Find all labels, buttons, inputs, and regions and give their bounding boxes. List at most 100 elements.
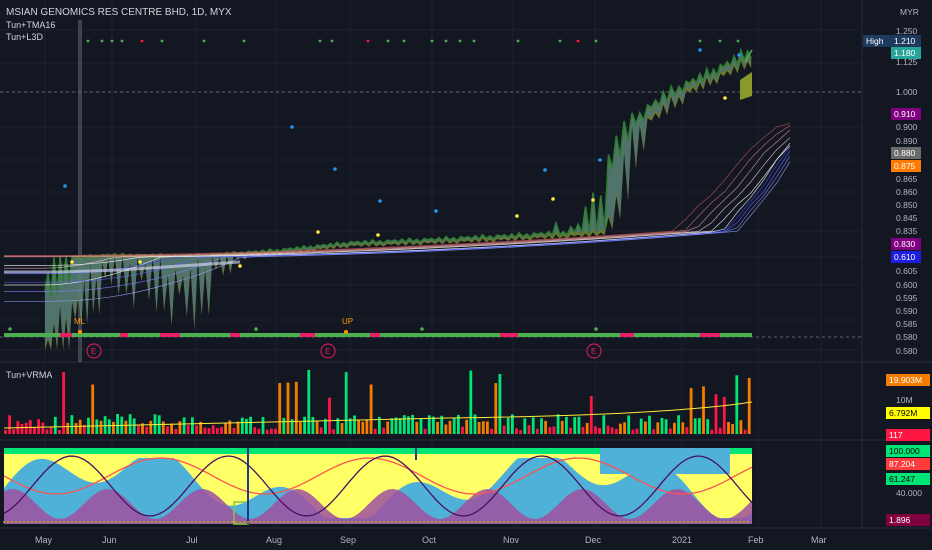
trend-state-segment: [60, 333, 72, 337]
oscillator-dot: [43, 521, 45, 523]
signal-dot-top: [516, 39, 520, 43]
oscillator-dot: [379, 521, 381, 523]
volume-bar: [440, 415, 444, 434]
volume-bar: [66, 422, 70, 434]
volume-bar: [639, 418, 643, 434]
volume-pane[interactable]: [3, 370, 753, 434]
oscillator-badge-value: 1.896: [889, 515, 911, 525]
oscillator-dot: [639, 521, 641, 523]
trend-state-segment: [120, 333, 128, 337]
oscillator-axis[interactable]: 40.000 100.000 87.204 61.247 1.896: [886, 445, 930, 526]
oscillator-dot: [411, 521, 413, 523]
oscillator-dot: [567, 521, 569, 523]
volume-bar: [253, 427, 257, 434]
oscillator-dot: [103, 521, 105, 523]
oscillator-dot: [675, 521, 677, 523]
oscillator-dot: [263, 521, 265, 523]
volume-bar: [112, 421, 115, 434]
volume-badge-bg: [886, 374, 930, 386]
oscillator-dot: [395, 521, 397, 523]
volume-bar: [37, 419, 40, 434]
oscillator-purple-line: [3, 455, 753, 517]
oscillator-dot: [683, 521, 685, 523]
price-tick-label: 0.595: [896, 293, 918, 303]
volume-bar: [714, 394, 718, 434]
price-fill-area: [45, 52, 752, 347]
volume-bar: [398, 418, 402, 434]
oscillator-dot: [679, 521, 681, 523]
time-tick-label: 2021: [672, 535, 692, 545]
time-tick-label: Sep: [340, 535, 356, 545]
price-badge-bg: [891, 160, 921, 172]
oscillator-badge-bg: [886, 445, 930, 457]
oscillator-dot: [703, 521, 705, 523]
volume-bar: [648, 415, 651, 434]
ma-ribbon-line: [4, 125, 791, 257]
oscillator-dot: [199, 521, 201, 523]
oscillator-dot: [527, 521, 529, 523]
time-axis[interactable]: May Jun Jul Aug Sep Oct Nov Dec 2021 Feb Mar: [35, 535, 827, 545]
signal-dot-top: [594, 39, 598, 43]
oscillator-dot: [643, 521, 645, 523]
oscillator-dot: [11, 521, 13, 523]
volume-bar: [660, 418, 664, 434]
volume-bar: [282, 417, 286, 434]
oscillator-badge-bg: [886, 514, 930, 526]
volume-bar: [556, 414, 560, 434]
oscillator-dot: [435, 521, 437, 523]
volume-bar: [141, 423, 144, 434]
volume-bar: [4, 430, 7, 434]
oscillator-dot: [603, 521, 605, 523]
trend-state-segment: [160, 333, 180, 337]
price-badge-bg: [891, 35, 921, 47]
volume-bar: [186, 425, 190, 434]
volume-bar: [20, 424, 24, 434]
oscillator-dot: [507, 521, 509, 523]
signal-dot-yellow: [515, 214, 519, 218]
volume-bar: [240, 417, 244, 434]
volume-bar: [74, 423, 78, 434]
oscillator-dot: [611, 521, 613, 523]
volume-bar: [710, 429, 714, 434]
oscillator-dot: [3, 521, 5, 523]
volume-bar: [614, 428, 618, 434]
signal-dot-blue: [333, 167, 337, 171]
indicator-legend-l3d[interactable]: Tun+L3D: [6, 32, 43, 42]
oscillator-dot: [31, 521, 33, 523]
state-dot: [420, 327, 424, 331]
oscillator-dot: [307, 521, 309, 523]
trend-state-segment: [700, 333, 720, 337]
volume-bar: [145, 426, 149, 434]
indicator-legend-vrma[interactable]: Tun+VRMA: [6, 370, 52, 380]
volume-bar: [602, 415, 606, 434]
volume-bar: [735, 375, 739, 434]
volume-bar: [565, 416, 568, 434]
volume-axis[interactable]: 10M 19.903M 6.792M 117: [886, 374, 930, 441]
oscillator-dot: [551, 521, 553, 523]
oscillator-dot: [315, 521, 317, 523]
oscillator-pane[interactable]: [3, 448, 753, 525]
oscillator-dot: [219, 521, 221, 523]
ma-ribbon-line: [4, 129, 791, 258]
indicator-legend-tma16[interactable]: Tun+TMA16: [6, 20, 55, 30]
oscillator-dot: [495, 521, 497, 523]
oscillator-dot: [35, 521, 37, 523]
oscillator-dot: [367, 521, 369, 523]
price-pane[interactable]: ML UP E E E: [4, 39, 791, 359]
volume-bar: [107, 419, 111, 434]
oscillator-red-line: [3, 457, 753, 495]
symbol-title[interactable]: MSIAN GENOMICS RES CENTRE BHD, 1D, MYX: [6, 7, 232, 18]
volume-bar: [174, 428, 178, 434]
volume-bar: [523, 418, 527, 434]
volume-bar: [228, 420, 232, 434]
currency-label[interactable]: MYR: [900, 7, 919, 17]
oscillator-dot: [475, 521, 477, 523]
oscillator-dot: [143, 521, 145, 523]
earnings-event-icon: [586, 343, 602, 359]
volume-bar: [477, 422, 481, 434]
price-axis[interactable]: 1.250 1.125 1.000 0.900 0.890 0.865 0.860 0.850…: [863, 26, 921, 356]
price-tick-label: 0.580: [896, 332, 918, 342]
volume-bar: [623, 422, 626, 434]
oscillator-dot: [715, 521, 717, 523]
